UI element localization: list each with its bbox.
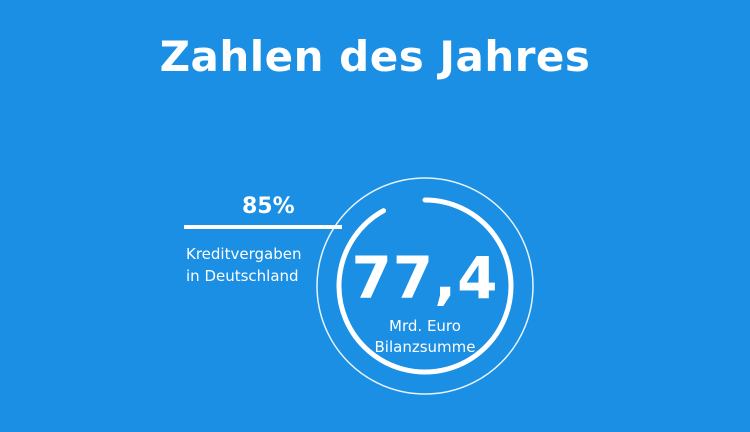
thin-circle-outline <box>316 177 534 395</box>
stat-balance-value: 77,4 <box>351 244 499 312</box>
stat-percentage-label-line-1: Kreditvergaben <box>186 245 302 263</box>
stat-percentage-label-line-2: in Deutschland <box>186 267 299 285</box>
stat-balance-label-line-2: Bilanzsumme <box>374 338 476 356</box>
stat-percentage-value: 85% <box>242 194 295 219</box>
stat-percentage-label: Kreditvergaben in Deutschland <box>186 243 301 287</box>
progress-ring-arc <box>336 197 514 375</box>
stat-balance-label-line-1: Mrd. Euro <box>389 317 461 335</box>
stat-balance-label: Mrd. Euro Bilanzsumme <box>330 316 520 358</box>
page-title: Zahlen des Jahres <box>159 32 591 81</box>
